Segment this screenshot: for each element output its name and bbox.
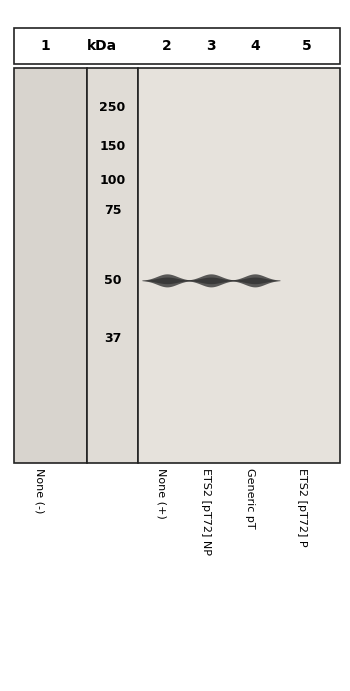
Text: 75: 75	[104, 204, 121, 216]
Text: 5: 5	[302, 39, 312, 53]
Text: ETS2 [pT72] NP: ETS2 [pT72] NP	[201, 468, 211, 556]
Bar	[138, 68, 340, 463]
Text: 100: 100	[99, 174, 126, 187]
Text: 2: 2	[162, 39, 172, 53]
Text: kDa: kDa	[87, 39, 117, 53]
Text: 3: 3	[206, 39, 216, 53]
Text: None (-): None (-)	[35, 468, 45, 514]
Bar	[14, 68, 87, 463]
Bar	[14, 28, 340, 64]
Text: 4: 4	[250, 39, 260, 53]
Text: ETS2 [pT72] P: ETS2 [pT72] P	[297, 468, 307, 547]
Text: 1: 1	[40, 39, 50, 53]
Text: 37: 37	[104, 332, 121, 345]
Text: 250: 250	[99, 101, 126, 114]
Bar	[87, 68, 138, 463]
Text: 150: 150	[99, 140, 126, 153]
Text: Generic pT: Generic pT	[245, 468, 255, 529]
Text: None (+): None (+)	[157, 468, 167, 519]
Text: 50: 50	[104, 274, 121, 287]
